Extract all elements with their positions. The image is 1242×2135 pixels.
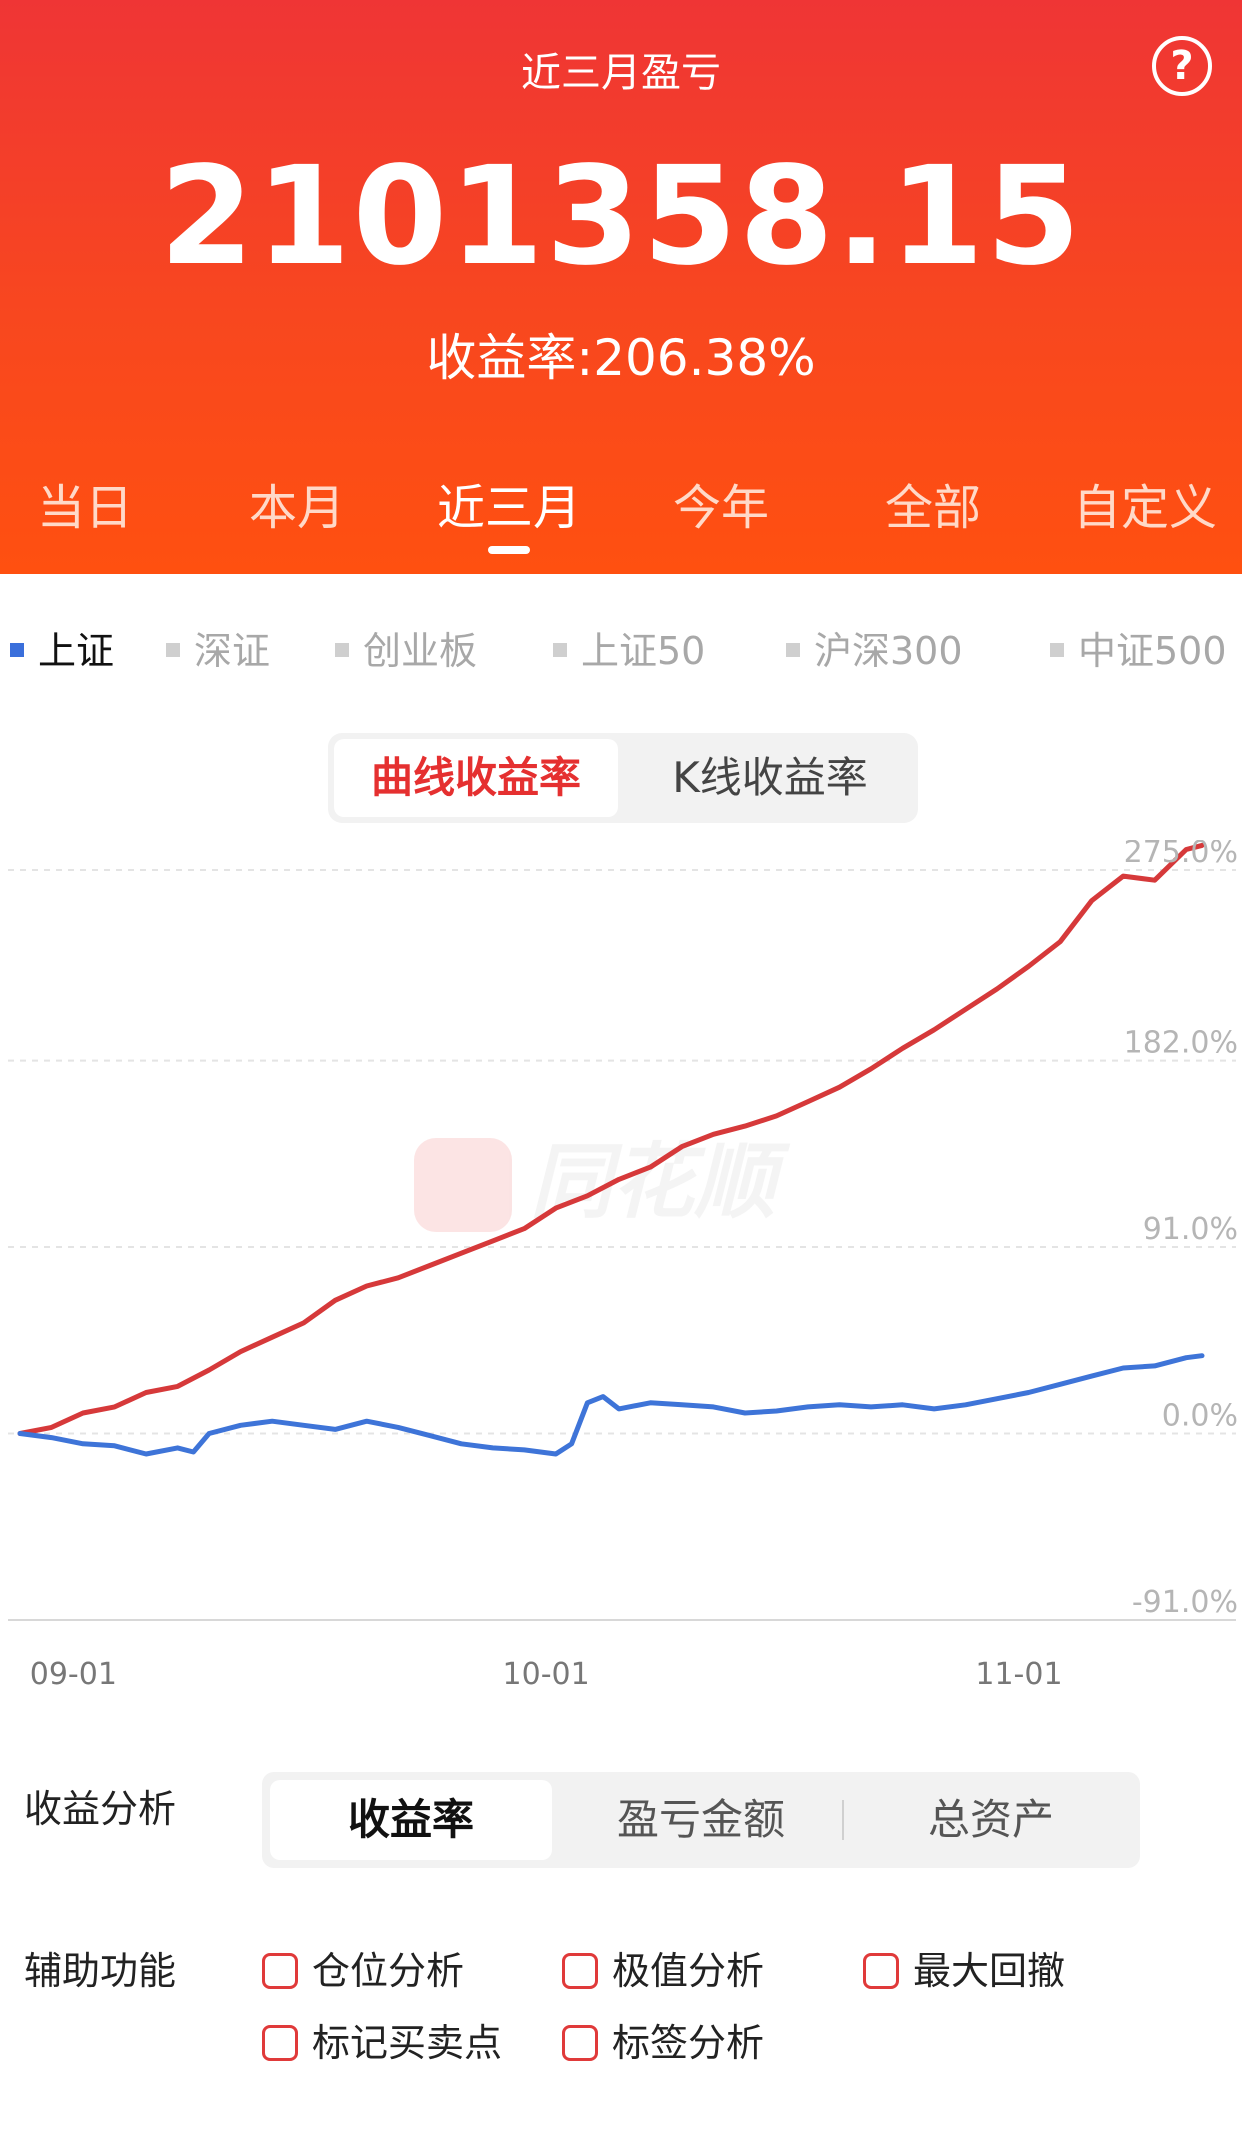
extreme-analysis-checkbox[interactable]: 极值分析 xyxy=(562,1940,764,1995)
aux-functions-label: 辅助功能 xyxy=(24,1949,177,1993)
tag-analysis-label: 标签分析 xyxy=(612,2021,765,2065)
period-tabs: 当日 本月 近三月 今年 全部 自定义 xyxy=(0,468,1242,554)
segment-divider xyxy=(842,1800,844,1840)
profit-amount-button[interactable]: 盈亏金额 xyxy=(616,1795,785,1844)
curve-return-button[interactable]: 曲线收益率 xyxy=(334,739,618,817)
index-sse[interactable]: 上证 xyxy=(10,620,114,675)
return-analysis-label: 收益分析 xyxy=(24,1787,177,1831)
tab-three-months[interactable]: 近三月 xyxy=(424,468,594,554)
tab-three-months-label: 近三月 xyxy=(436,480,581,536)
x-tick-label: 11-01 xyxy=(975,1657,1062,1690)
return-line-chart[interactable]: 同花顺 275.0% 182.0% 91.0% 0.0% -91.0% 09-01 10-0… xyxy=(0,840,1242,1690)
analysis-segmented-control: 收益率 盈亏金额 总资产 xyxy=(262,1772,1140,1868)
position-analysis-checkbox[interactable]: 仓位分析 xyxy=(262,1940,464,1995)
chart-mode-toggle: 曲线收益率 K线收益率 xyxy=(328,733,918,823)
legend-marker xyxy=(553,642,567,657)
legend-marker xyxy=(1050,642,1064,657)
return-rate: 收益率:206.38% xyxy=(426,329,816,387)
y-tick-label: 91.0% xyxy=(1143,1212,1238,1247)
tab-month[interactable]: 本月 xyxy=(248,480,345,536)
summary-header: 近三月盈亏 ? 2101358.15 收益率:206.38% 当日 本月 近三月… xyxy=(0,0,1242,574)
index-sse-label: 上证 xyxy=(38,629,115,673)
legend-marker xyxy=(10,642,24,657)
legend-marker xyxy=(335,642,349,657)
x-tick-label: 10-01 xyxy=(503,1657,590,1690)
legend-marker xyxy=(786,642,800,657)
checkbox-icon xyxy=(262,2024,298,2061)
index-szse-label: 深证 xyxy=(194,629,271,673)
index-sse50-label: 上证50 xyxy=(581,629,706,673)
checkbox-icon xyxy=(262,1952,298,1989)
chart-series xyxy=(17,842,1205,1457)
watermark-text: 同花顺 xyxy=(530,1135,791,1230)
y-tick-label: 275.0% xyxy=(1124,840,1238,870)
tab-year[interactable]: 今年 xyxy=(672,480,769,536)
index-sse50[interactable]: 上证50 xyxy=(553,620,705,675)
profit-amount: 2101358.15 xyxy=(159,138,1083,296)
checkbox-icon xyxy=(562,1952,598,1989)
chart-axis-labels: 275.0% 182.0% 91.0% 0.0% -91.0% 09-01 10-01 11-… xyxy=(30,840,1238,1690)
position-analysis-label: 仓位分析 xyxy=(312,1949,465,1993)
return-rate-button[interactable]: 收益率 xyxy=(270,1780,552,1860)
index-szse[interactable]: 深证 xyxy=(166,620,270,675)
index-csi500[interactable]: 中证500 xyxy=(1050,620,1227,675)
index-csi300-label: 沪深300 xyxy=(814,629,963,673)
tag-analysis-checkbox[interactable]: 标签分析 xyxy=(562,2012,764,2067)
help-icon[interactable]: ? xyxy=(1152,36,1212,96)
index-csi500-label: 中证500 xyxy=(1078,629,1227,673)
checkbox-icon xyxy=(562,2024,598,2061)
x-tick-label: 09-01 xyxy=(30,1657,117,1690)
total-assets-button[interactable]: 总资产 xyxy=(927,1795,1054,1844)
max-drawdown-label: 最大回撤 xyxy=(913,1949,1066,1993)
y-tick-label: 182.0% xyxy=(1124,1026,1238,1061)
y-tick-label: 0.0% xyxy=(1162,1399,1238,1434)
watermark-logo-icon xyxy=(414,1138,512,1232)
benchmark-index-tabs: 上证 深证 创业板 上证50 沪深300 中证500 xyxy=(0,620,1242,676)
max-drawdown-checkbox[interactable]: 最大回撤 xyxy=(863,1940,1065,1995)
tab-all[interactable]: 全部 xyxy=(884,480,981,536)
index-chinext[interactable]: 创业板 xyxy=(335,620,477,675)
checkbox-icon xyxy=(863,1952,899,1989)
tab-custom[interactable]: 自定义 xyxy=(1072,480,1217,536)
benchmark-index-line xyxy=(17,1353,1205,1457)
watermark: 同花顺 xyxy=(414,1135,791,1232)
trade-marks-checkbox[interactable]: 标记买卖点 xyxy=(262,2012,502,2067)
extreme-analysis-label: 极值分析 xyxy=(612,1949,765,1993)
chart-grid xyxy=(8,869,1236,1621)
portfolio-return-line xyxy=(17,842,1205,1436)
index-csi300[interactable]: 沪深300 xyxy=(786,620,963,675)
kline-return-button[interactable]: K线收益率 xyxy=(672,753,868,802)
index-chinext-label: 创业板 xyxy=(363,629,478,673)
trade-marks-label: 标记买卖点 xyxy=(312,2021,503,2065)
page-title: 近三月盈亏 xyxy=(521,50,721,96)
active-tab-indicator xyxy=(488,546,530,554)
legend-marker xyxy=(166,642,180,657)
tab-today[interactable]: 当日 xyxy=(36,480,133,536)
y-tick-label: -91.0% xyxy=(1132,1585,1238,1620)
